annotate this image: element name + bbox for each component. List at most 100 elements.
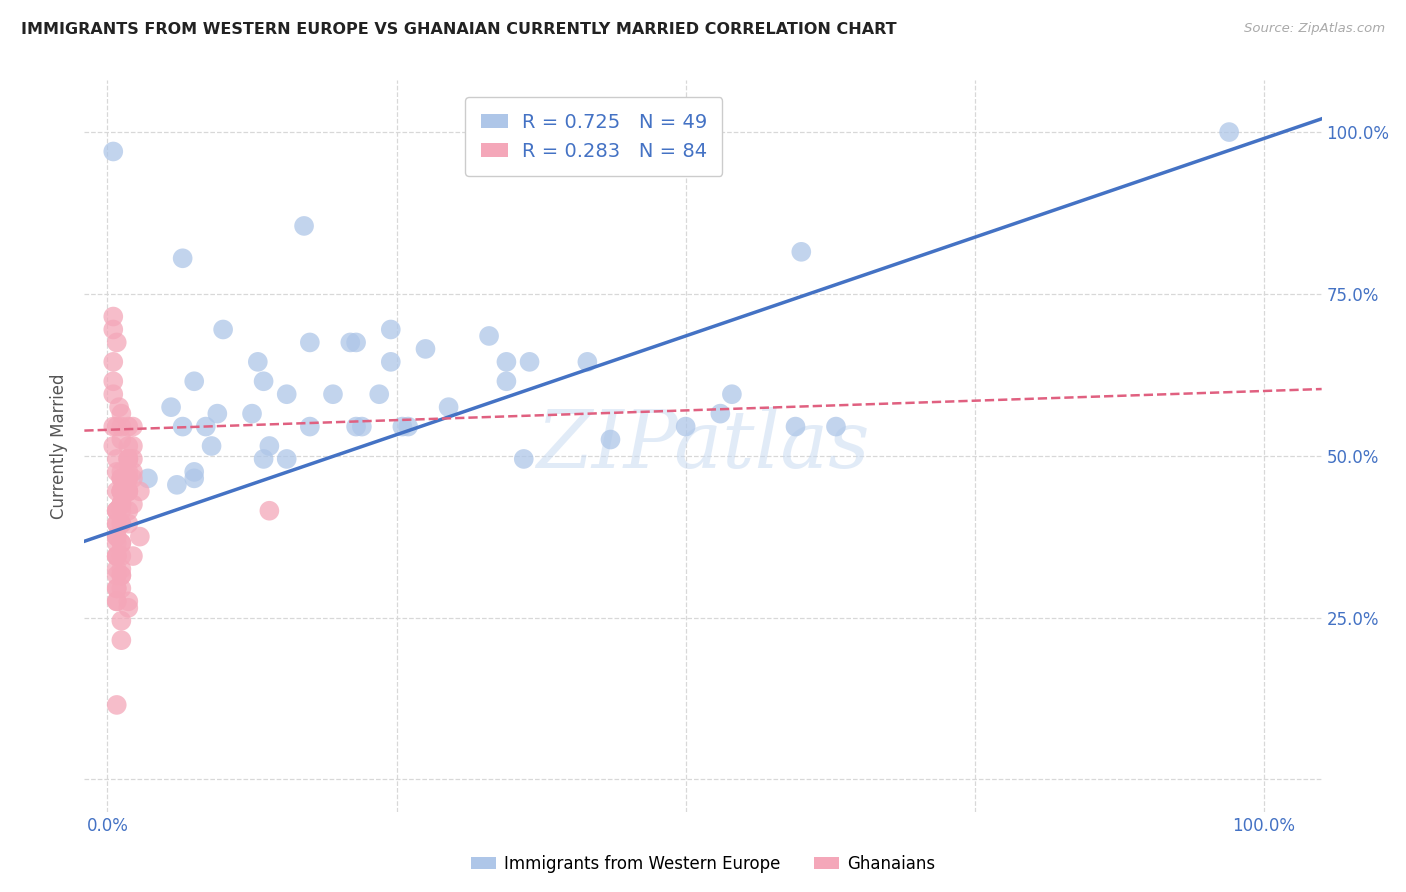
Point	[105, 698, 128, 712]
Point	[709, 407, 731, 421]
Point	[246, 355, 269, 369]
Point	[110, 484, 132, 499]
Point	[252, 452, 274, 467]
Point	[105, 530, 128, 544]
Text: Source: ZipAtlas.com: Source: ZipAtlas.com	[1244, 22, 1385, 36]
Point	[105, 562, 128, 576]
Point	[128, 484, 150, 499]
Point	[110, 471, 132, 485]
Point	[117, 419, 139, 434]
Point	[117, 594, 139, 608]
Point	[240, 407, 263, 421]
Point	[298, 419, 321, 434]
Point	[117, 439, 139, 453]
Point	[105, 549, 128, 563]
Point	[105, 549, 128, 563]
Point	[110, 484, 132, 499]
Legend: R = 0.725   N = 49, R = 0.283   N = 84: R = 0.725 N = 49, R = 0.283 N = 84	[465, 97, 723, 176]
Point	[790, 244, 813, 259]
Point	[110, 497, 132, 511]
Point	[276, 452, 298, 467]
Point	[117, 452, 139, 467]
Point	[110, 465, 132, 479]
Point	[110, 549, 132, 563]
Text: IMMIGRANTS FROM WESTERN EUROPE VS GHANAIAN CURRENTLY MARRIED CORRELATION CHART: IMMIGRANTS FROM WESTERN EUROPE VS GHANAI…	[21, 22, 897, 37]
Point	[105, 530, 128, 544]
Point	[105, 536, 128, 550]
Point	[117, 484, 139, 499]
Point	[110, 497, 132, 511]
Point	[105, 484, 128, 499]
Point	[1218, 125, 1240, 139]
Point	[298, 335, 321, 350]
Point	[166, 478, 188, 492]
Point	[117, 452, 139, 467]
Point	[117, 471, 139, 485]
Text: ZIPatlas: ZIPatlas	[536, 408, 870, 484]
Point	[172, 252, 194, 266]
Point	[108, 400, 131, 414]
Point	[350, 419, 373, 434]
Point	[117, 484, 139, 499]
Point	[105, 594, 128, 608]
Point	[110, 471, 132, 485]
Legend: Immigrants from Western Europe, Ghanaians: Immigrants from Western Europe, Ghanaian…	[464, 848, 942, 880]
Point	[103, 419, 125, 434]
Point	[110, 497, 132, 511]
Point	[117, 484, 139, 499]
Point	[576, 355, 599, 369]
Point	[103, 322, 125, 336]
Point	[721, 387, 744, 401]
Point	[117, 452, 139, 467]
Point	[103, 387, 125, 401]
Point	[259, 439, 281, 453]
Point	[495, 355, 517, 369]
Point	[117, 504, 139, 518]
Point	[122, 439, 145, 453]
Point	[117, 600, 139, 615]
Point	[122, 497, 145, 511]
Point	[105, 516, 128, 531]
Point	[110, 484, 132, 499]
Point	[183, 465, 205, 479]
Point	[207, 407, 229, 421]
Point	[110, 536, 132, 550]
Point	[183, 471, 205, 485]
Point	[105, 582, 128, 596]
Point	[122, 419, 145, 434]
Point	[785, 419, 807, 434]
Point	[259, 504, 281, 518]
Point	[194, 419, 217, 434]
Point	[110, 568, 132, 582]
Point	[415, 342, 437, 356]
Point	[122, 465, 145, 479]
Point	[172, 419, 194, 434]
Point	[519, 355, 541, 369]
Point	[117, 471, 139, 485]
Point	[110, 471, 132, 485]
Point	[105, 504, 128, 518]
Point	[478, 329, 501, 343]
Point	[110, 516, 132, 531]
Point	[122, 471, 145, 485]
Point	[105, 465, 128, 479]
Point	[105, 504, 128, 518]
Point	[183, 374, 205, 388]
Point	[103, 145, 125, 159]
Point	[110, 484, 132, 499]
Point	[513, 452, 536, 467]
Point	[103, 439, 125, 453]
Point	[103, 310, 125, 324]
Point	[110, 536, 132, 550]
Point	[117, 465, 139, 479]
Y-axis label: Currently Married: Currently Married	[51, 373, 69, 519]
Point	[675, 419, 697, 434]
Point	[380, 355, 402, 369]
Point	[128, 530, 150, 544]
Point	[110, 484, 132, 499]
Point	[322, 387, 344, 401]
Point	[110, 433, 132, 447]
Point	[103, 374, 125, 388]
Point	[437, 400, 460, 414]
Point	[495, 374, 517, 388]
